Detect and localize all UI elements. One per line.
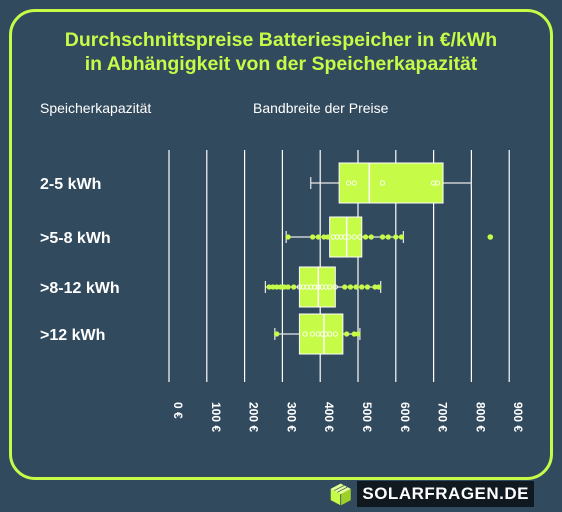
data-point [315, 331, 321, 337]
data-point [315, 284, 321, 290]
rounded-frame [9, 9, 553, 480]
x-tick-label: 700 € [436, 402, 450, 432]
x-tick-label: 400 € [322, 402, 336, 432]
data-point [434, 180, 441, 186]
data-point [323, 331, 329, 337]
x-tick-label: 100 € [209, 402, 223, 432]
data-point [300, 284, 306, 290]
x-tick-label: 900 € [511, 402, 525, 432]
data-point [355, 331, 361, 337]
brand-logo[interactable]: SOLARFRAGEN.DE [329, 478, 534, 510]
category-label: >8-12 kWh [40, 280, 120, 297]
data-point [338, 234, 344, 240]
x-tick-label: 600 € [398, 402, 412, 432]
data-point [304, 284, 310, 290]
data-point [342, 234, 348, 240]
data-point [319, 331, 325, 337]
data-point [393, 234, 399, 240]
data-point [379, 180, 386, 186]
data-point [342, 284, 348, 290]
category-label: >5-8 kWh [40, 230, 111, 247]
data-point [364, 284, 371, 290]
data-point [334, 234, 340, 240]
data-point [311, 284, 318, 290]
data-point [344, 331, 350, 337]
category-label: 2-5 kWh [40, 176, 101, 193]
data-point [315, 234, 321, 240]
x-tick-label: 500 € [360, 402, 374, 432]
chart-title-line-1: Durchschnittspreise Batteriespeicher in … [64, 29, 498, 51]
x-tick-label: 0 € [171, 402, 185, 419]
column-header-capacity: Speicherkapazität [40, 100, 152, 116]
data-point [309, 331, 316, 337]
data-point [326, 331, 333, 337]
category-label: >12 kWh [40, 327, 105, 344]
data-point [379, 234, 386, 240]
data-point [353, 284, 359, 290]
chart-title-line-2: in Abhängigkeit von der Speicherkapazitä… [84, 53, 478, 75]
data-point [345, 180, 352, 186]
data-point [285, 284, 291, 290]
data-point [274, 331, 280, 337]
data-point [351, 180, 357, 186]
column-header-price-range: Bandbreite der Preise [253, 100, 389, 116]
data-point [347, 284, 354, 290]
data-point [345, 234, 352, 240]
data-point [291, 284, 297, 290]
data-point [351, 234, 357, 240]
x-tick-label: 800 € [473, 402, 487, 432]
data-point [325, 234, 331, 240]
solar-box-icon [330, 483, 351, 505]
data-point [326, 284, 333, 290]
x-tick-label: 300 € [284, 402, 298, 432]
x-tick-label: 200 € [247, 402, 261, 432]
data-point [362, 234, 369, 240]
data-point [296, 284, 303, 290]
outlier-point [487, 234, 494, 240]
data-point [376, 284, 382, 290]
data-point [323, 284, 329, 290]
iqr-box [329, 216, 363, 258]
data-point [332, 331, 338, 337]
data-point [309, 234, 316, 240]
iqr-box [298, 313, 344, 355]
data-point [430, 180, 437, 186]
data-point [359, 284, 365, 290]
data-point [330, 234, 337, 240]
data-point [319, 284, 325, 290]
data-point [398, 234, 405, 240]
data-point [308, 284, 314, 290]
data-point [368, 234, 374, 240]
data-point [285, 234, 291, 240]
brand-logo-text: SOLARFRAGEN.DE [357, 481, 534, 507]
data-point [302, 331, 308, 337]
data-point [357, 234, 363, 240]
data-point [332, 284, 338, 290]
iqr-box [338, 162, 444, 204]
data-point [385, 234, 391, 240]
